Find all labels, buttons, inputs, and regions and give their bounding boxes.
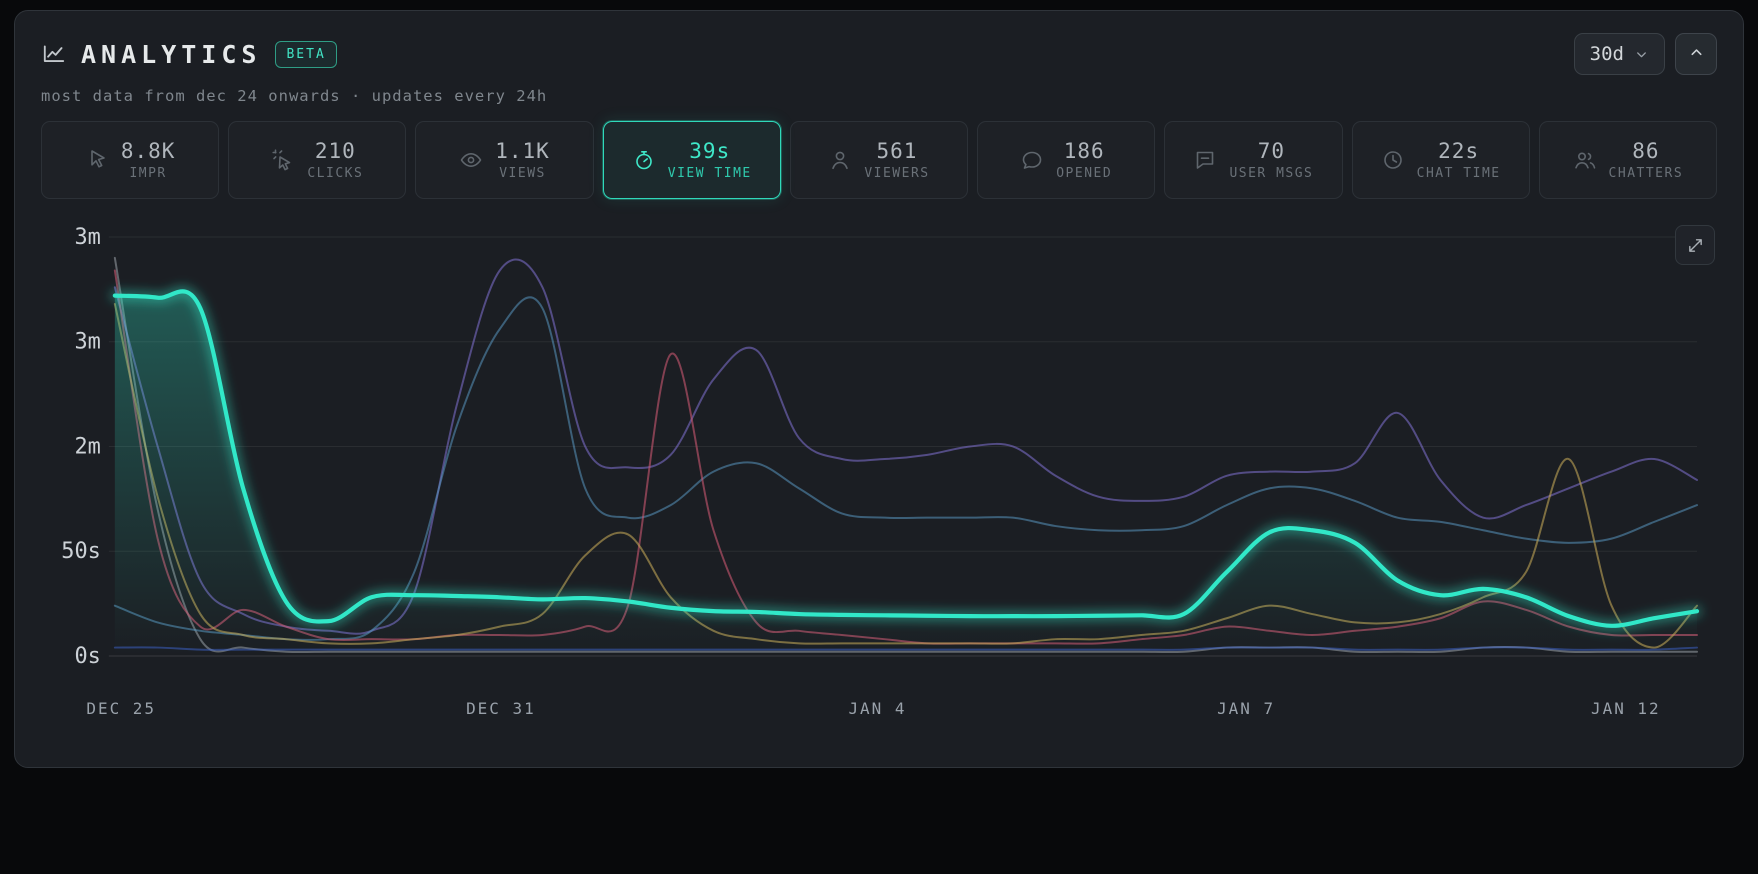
stat-card-user-msgs[interactable]: 70 USER MSGS [1164, 121, 1343, 199]
stopwatch-icon [632, 148, 656, 172]
person-icon [828, 148, 852, 172]
stat-text: 1.1K VIEWS [495, 139, 550, 181]
y-axis-label: 3m [74, 330, 100, 355]
stat-value: 186 [1063, 139, 1105, 163]
x-axis-label: DEC 31 [466, 699, 536, 718]
x-axis-label: JAN 4 [848, 699, 906, 718]
stat-text: 22s CHAT TIME [1417, 139, 1501, 181]
chart-area: 0s 50s 2m 3m 3m DEC 25 DEC 31 JAN 4 JAN 7 JAN 12 [41, 219, 1717, 730]
message-square-icon [1193, 148, 1217, 172]
stat-text: 186 OPENED [1056, 139, 1112, 181]
stat-card-impr[interactable]: 8.8K IMPR [41, 121, 220, 199]
stat-card-opened[interactable]: 186 OPENED [977, 121, 1156, 199]
stat-card-clicks[interactable]: 210 CLICKS [228, 121, 407, 199]
chat-bubble-icon [1020, 148, 1044, 172]
chevron-down-icon [1634, 47, 1649, 62]
series-area-view-time [114, 291, 1698, 656]
x-axis-label: JAN 7 [1217, 699, 1275, 718]
header-controls: 30d [1573, 33, 1717, 75]
stat-label: VIEWERS [864, 166, 930, 181]
stat-card-views[interactable]: 1.1K VIEWS [415, 121, 594, 199]
y-axis-label: 50s [61, 539, 101, 564]
stat-label: CLICKS [307, 166, 364, 181]
subtitle: most data from dec 24 onwards · updates … [41, 87, 548, 105]
chart-svg[interactable]: 0s 50s 2m 3m 3m DEC 25 DEC 31 JAN 4 JAN 7 JAN 12 [41, 219, 1717, 730]
expand-icon [1688, 238, 1702, 252]
stat-value: 210 [314, 139, 356, 163]
stat-card-view-time[interactable]: 39s VIEW TIME [602, 121, 781, 199]
stat-label: IMPR [129, 166, 167, 181]
stat-value: 22s [1438, 139, 1480, 163]
stat-value: 8.8K [120, 139, 176, 163]
y-axis-label: 2m [74, 434, 100, 459]
stat-text: 8.8K IMPR [121, 139, 176, 181]
x-axis-label: JAN 12 [1591, 699, 1661, 718]
eye-icon [459, 148, 483, 172]
line-chart-icon [41, 41, 67, 67]
stat-value: 70 [1257, 139, 1286, 163]
stat-label: OPENED [1056, 166, 1113, 181]
stat-label: CHAT TIME [1416, 166, 1501, 181]
chevron-up-icon [1688, 44, 1705, 64]
stat-text: 39s VIEW TIME [668, 139, 752, 181]
stat-text: 561 VIEWERS [864, 139, 929, 181]
stat-value: 561 [876, 139, 918, 163]
x-axis-label: DEC 25 [86, 699, 156, 718]
stat-value: 39s [689, 139, 731, 163]
stat-value: 86 [1632, 139, 1660, 163]
cursor-icon [85, 148, 109, 172]
range-selector[interactable]: 30d [1573, 33, 1665, 75]
y-axis-label: 3m [74, 225, 100, 250]
stat-label: VIEW TIME [667, 166, 752, 181]
y-axis-label: 0s [74, 644, 100, 669]
expand-chart-button[interactable] [1675, 225, 1715, 265]
analytics-panel: ANALYTICS BETA 30d most data from dec 24… [14, 10, 1744, 768]
stat-text: 86 CHATTERS [1609, 139, 1684, 181]
stat-text: 70 USER MSGS [1229, 139, 1313, 181]
people-icon [1573, 148, 1597, 172]
clock-icon [1381, 148, 1405, 172]
beta-badge: BETA [275, 40, 337, 68]
click-icon [271, 148, 295, 172]
stat-card-chatters[interactable]: 86 CHATTERS [1538, 121, 1717, 199]
stat-text: 210 CLICKS [307, 139, 363, 181]
range-value: 30d [1589, 43, 1624, 65]
stat-label: CHATTERS [1608, 166, 1684, 181]
series-line-view-time [112, 289, 1700, 628]
collapse-button[interactable] [1675, 33, 1717, 75]
stat-card-viewers[interactable]: 561 VIEWERS [789, 121, 969, 199]
panel-header: ANALYTICS BETA 30d [41, 31, 1717, 77]
page-title: ANALYTICS [81, 39, 262, 69]
stat-card-chat-time[interactable]: 22s CHAT TIME [1351, 121, 1530, 199]
stat-label: VIEWS [499, 166, 546, 181]
stat-label: USER MSGS [1229, 166, 1314, 181]
stats-row: 8.8K IMPR 210 CLICKS [41, 121, 1717, 199]
stat-value: 1.1K [495, 139, 550, 163]
